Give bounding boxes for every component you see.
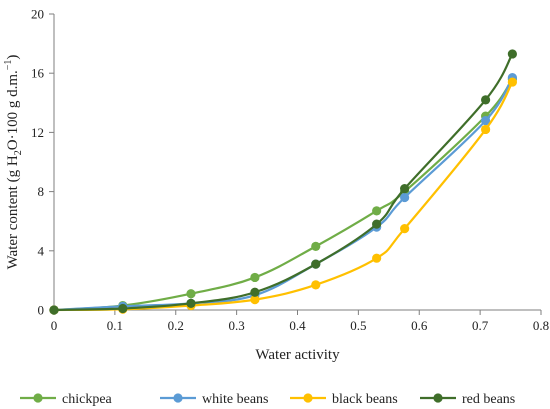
data-point-white-beans: [400, 192, 410, 203]
y-tick-label: 4: [38, 243, 45, 258]
x-tick-label: 0.8: [533, 318, 549, 333]
x-tick-label: 0: [51, 318, 58, 333]
series-white-beans: [49, 73, 517, 315]
data-point-red-beans: [311, 259, 321, 269]
legend-label: black beans: [332, 392, 398, 407]
legend-item-red-beans: red beans: [420, 392, 515, 407]
data-point-black-beans: [311, 280, 321, 290]
data-point-red-beans: [250, 287, 260, 297]
legend-label: red beans: [462, 392, 515, 407]
data-point-chickpea: [311, 241, 321, 251]
legend: chickpea white beans black beans red beans: [20, 392, 515, 407]
data-point-black-beans: [250, 295, 260, 305]
x-tick-label: 0.1: [107, 318, 123, 333]
legend-marker: [33, 393, 43, 403]
legend-item-chickpea: chickpea: [20, 392, 113, 407]
x-tick-label: 0.6: [411, 318, 428, 333]
data-point-chickpea: [186, 289, 196, 299]
legend-item-white-beans: white beans: [160, 392, 268, 407]
data-point-red-beans: [400, 184, 410, 194]
data-point-red-beans: [186, 298, 196, 308]
x-tick-label: 0.2: [168, 318, 184, 333]
x-axis-title: Water activity: [255, 347, 340, 363]
data-point-black-beans: [481, 124, 491, 135]
x-tick-label: 0.7: [472, 318, 489, 333]
data-point-red-beans: [49, 305, 59, 315]
x-tick-label: 0.4: [289, 318, 306, 333]
y-axis-title-part: ): [5, 55, 21, 60]
x-tick-label: 0.5: [350, 318, 366, 333]
data-point-red-beans: [372, 219, 382, 229]
data-point-black-beans: [400, 224, 410, 234]
data-point-red-beans: [481, 95, 491, 105]
y-tick-label: 0: [38, 303, 45, 318]
legend-marker: [303, 393, 313, 403]
y-tick-label: 16: [31, 66, 45, 81]
series-line-white-beans: [53, 77, 514, 312]
legend-label: white beans: [202, 392, 268, 407]
series-red-beans: [49, 49, 517, 315]
y-tick-label: 12: [31, 125, 44, 140]
series-black-beans: [49, 77, 517, 315]
series-line-chickpea: [53, 78, 514, 312]
data-point-chickpea: [250, 272, 260, 283]
legend-marker: [173, 393, 183, 403]
axes: 0 0.1 0.2 0.3 0.4 0.5 0.6 0.7 0.8 0 4 8 12 16 20 Water …: [3, 7, 549, 364]
y-axis-title-part: 2: [13, 150, 24, 155]
data-point-red-beans: [507, 49, 517, 59]
data-point-chickpea: [372, 206, 382, 216]
x-tick-label: 0.3: [229, 318, 245, 333]
data-point-red-beans: [118, 303, 128, 314]
y-tick-label: 20: [31, 7, 44, 22]
legend-item-black-beans: black beans: [290, 392, 398, 407]
y-axis-title-part: −1: [3, 60, 14, 71]
y-axis-title-part: O·100 g d.m.: [5, 70, 21, 150]
legend-marker: [433, 393, 443, 403]
legend-label: chickpea: [62, 392, 113, 407]
y-tick-label: 8: [38, 184, 45, 199]
y-axis-title: Water content (g H2O·100 g d.m.−1): [3, 55, 24, 270]
series-chickpea: [49, 74, 517, 315]
y-axis-title-part: Water content (g H: [5, 155, 21, 269]
data-point-white-beans: [481, 115, 491, 126]
data-point-black-beans: [507, 77, 517, 87]
series-layer: [49, 49, 517, 315]
data-point-black-beans: [372, 253, 382, 263]
series-line-black-beans: [53, 81, 514, 312]
